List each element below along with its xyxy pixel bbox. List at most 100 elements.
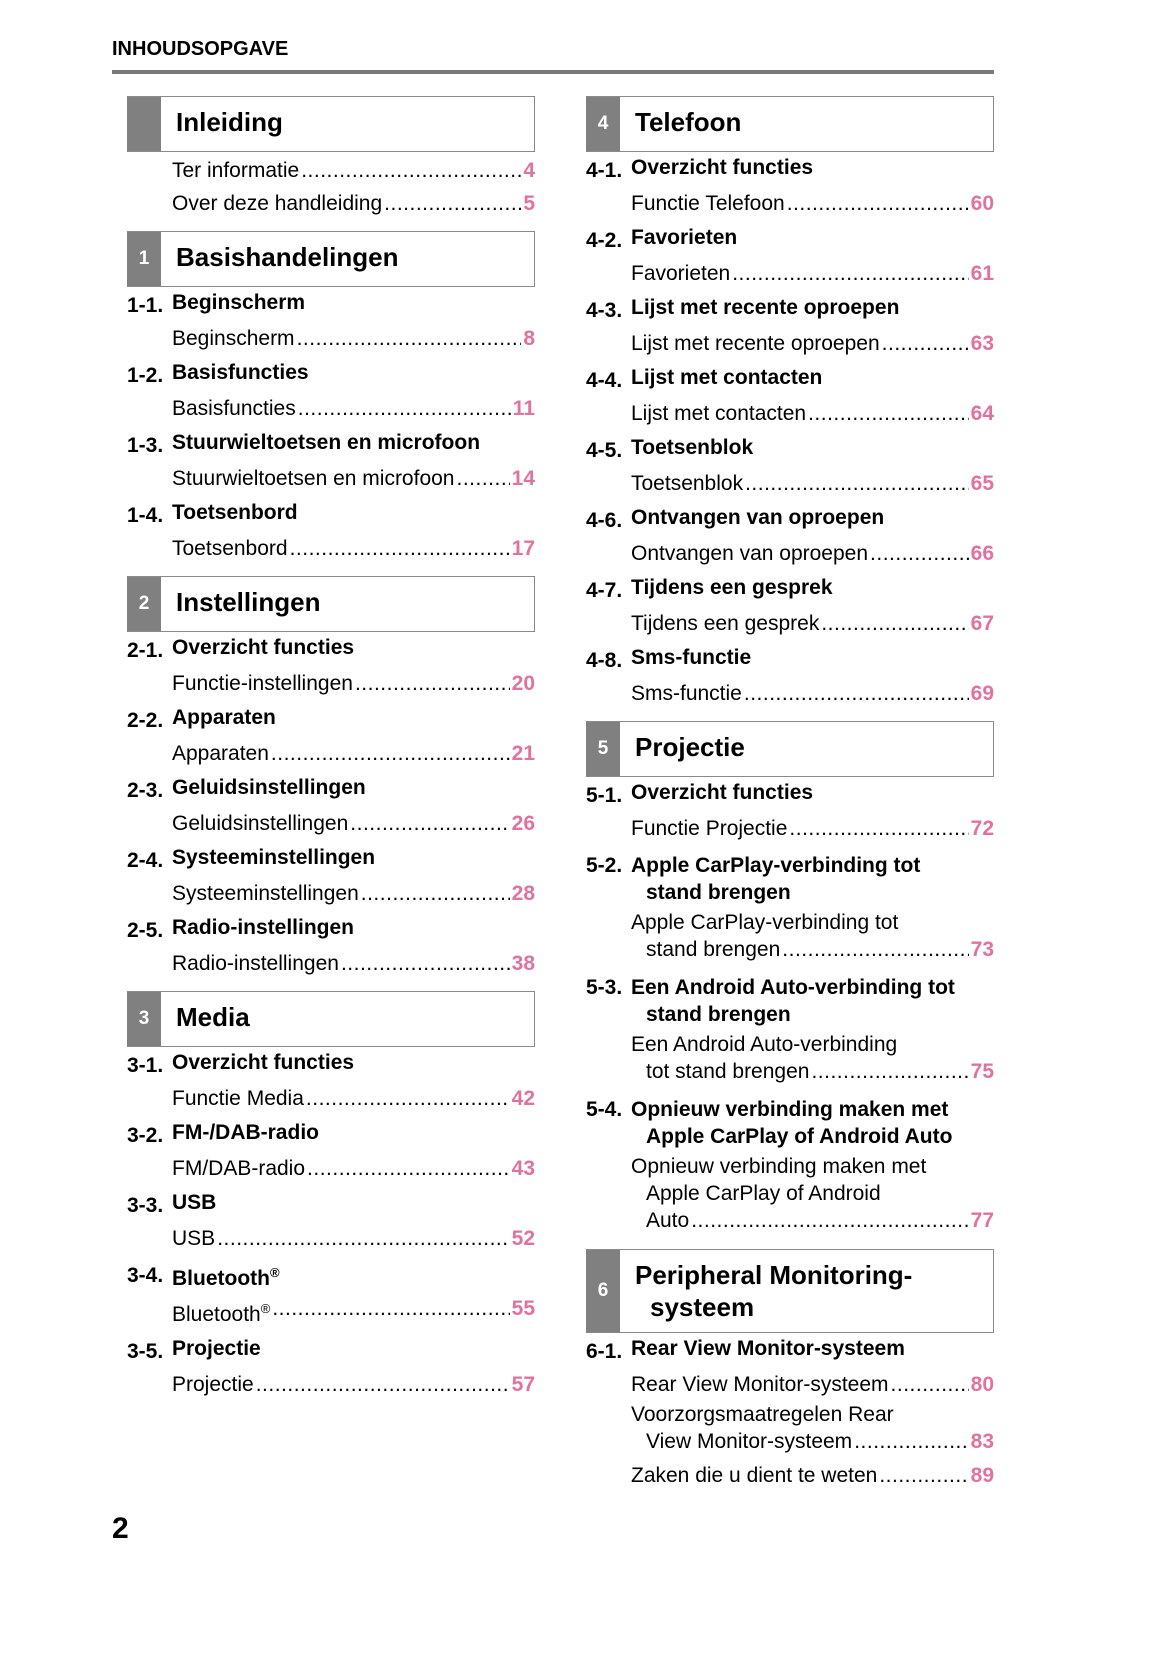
section-header[interactable]: 4 Telefoon [586,96,994,152]
toc-entry-link[interactable]: Ter informatie 4 [127,154,535,187]
section-title-line: Peripheral Monitoring- [635,1260,913,1290]
toc-group: 3-5. Projectie Projectie 57 [127,1335,535,1401]
entry-title-line: Rear View Monitor-systeem [631,1373,889,1396]
dot-leader [787,187,969,220]
entry-last-line: Basisfuncties 11 [172,392,535,425]
subsection-heading[interactable]: 4-1. Overzicht functies [586,154,994,187]
dot-leader [870,537,969,570]
subsection-number: 4-3. [586,299,623,322]
subsection-heading[interactable]: 5-3. Een Android Auto-verbinding tot stand… [586,971,994,1031]
subsection-heading[interactable]: 4-4. Lijst met contacten [586,364,994,397]
toc-entry-link[interactable]: Toetsenbord 17 [127,532,535,565]
toc-entry-link[interactable]: Rear View Monitor-systeem 80 [586,1368,994,1401]
toc-entry-link[interactable]: Toetsenblok 65 [586,467,994,500]
subsection-number: 1-2. [127,364,164,387]
toc-entry-link[interactable]: Voorzorgsmaatregelen Rear View Monitor-sy… [586,1401,994,1459]
subsection-heading[interactable]: 1-1. Beginscherm [127,289,535,322]
subsection-heading[interactable]: 5-2. Apple CarPlay-verbinding tot stand br… [586,849,994,909]
page-reference: 26 [511,812,535,835]
subsection-heading[interactable]: 5-4. Opnieuw verbinding maken met Apple Ca… [586,1093,994,1153]
entry-last-line: Stuurwieltoetsen en microfoon 14 [172,462,535,495]
subsection-title: Toetsenbord [172,499,298,532]
toc-entry-link[interactable]: USB 52 [127,1222,535,1255]
dot-leader [341,947,510,980]
section-header[interactable]: 2 Instellingen [127,576,535,632]
subsection-heading[interactable]: 5-1. Overzicht functies [586,779,994,812]
dot-leader [457,462,510,495]
toc-entry-link[interactable]: Over deze handleiding 5 [127,187,535,220]
toc-entry-link[interactable]: Opnieuw verbinding maken met Apple CarPla… [586,1153,994,1238]
dot-leader [290,532,510,565]
subsection-title: Radio-instellingen [172,914,354,947]
toc-entry-link[interactable]: Apple CarPlay-verbinding tot stand brenge… [586,909,994,967]
subsection-heading[interactable]: 6-1. Rear View Monitor-systeem [586,1335,994,1368]
subsection-heading[interactable]: 1-2. Basisfuncties [127,359,535,392]
section-header[interactable]: 1 Basishandelingen [127,231,535,287]
toc-entry-link[interactable]: Projectie 57 [127,1368,535,1401]
toc-entry-link[interactable]: Geluidsinstellingen 26 [127,807,535,840]
toc-entry-link[interactable]: Functie Projectie 72 [586,812,994,845]
toc-entry-link[interactable]: Functie Media 42 [127,1082,535,1115]
subsection-heading[interactable]: 3-3. USB [127,1189,535,1222]
page-reference: 66 [970,542,994,565]
toc-entry-link[interactable]: Stuurwieltoetsen en microfoon 14 [127,462,535,495]
toc-entry-link[interactable]: Apparaten 21 [127,737,535,770]
entry-title-line: Lijst met contacten [631,402,807,425]
toc-entry-link[interactable]: Ontvangen van oproepen 66 [586,537,994,570]
section-title-line: Instellingen [176,587,321,617]
page-header: INHOUDSOPGAVE [112,38,289,60]
section-header[interactable]: 5 Projectie [586,721,994,777]
subsection-heading[interactable]: 4-5. Toetsenblok [586,434,994,467]
subsection-heading[interactable]: 3-5. Projectie [127,1335,535,1368]
toc-entry-link[interactable]: Systeeminstellingen 28 [127,877,535,910]
toc-entry-link[interactable]: Beginscherm 8 [127,322,535,355]
toc-entry-link[interactable]: Sms-functie 69 [586,677,994,710]
entry-last-line: Functie Media 42 [172,1082,535,1115]
subsection-heading[interactable]: 4-6. Ontvangen van oproepen [586,504,994,537]
toc-entry-link[interactable]: Functie-instellingen 20 [127,667,535,700]
subsection-title-line: Basisfuncties [172,361,309,384]
subsection-heading[interactable]: 2-4. Systeeminstellingen [127,844,535,877]
subsection-number: 4-2. [586,229,623,252]
section-header[interactable]: 6 Peripheral Monitoring-systeem [586,1249,994,1333]
toc-entry-link[interactable]: Een Android Auto-verbinding tot stand bre… [586,1031,994,1089]
entry-title-line: Functie Telefoon [631,192,785,215]
dot-leader [217,1222,509,1255]
entry-last-line: Ter informatie 4 [172,154,535,187]
subsection-heading[interactable]: 3-1. Overzicht functies [127,1049,535,1082]
section-header[interactable]: 3 Media [127,991,535,1047]
subsection-number: 3-5. [127,1340,164,1363]
toc-entry-link[interactable]: Tijdens een gesprek 67 [586,607,994,640]
subsection-number: 1-4. [127,504,164,527]
toc-entry-link[interactable]: Bluetooth® 55 [127,1292,535,1331]
subsection-heading[interactable]: 2-2. Apparaten [127,704,535,737]
subsection-heading[interactable]: 4-2. Favorieten [586,224,994,257]
subsection-heading[interactable]: 4-8. Sms-functie [586,644,994,677]
dot-leader [891,1368,969,1401]
subsection-title-line: stand brengen [646,1003,791,1026]
subsection-heading[interactable]: 1-3. Stuurwieltoetsen en microfoon [127,429,535,462]
subsection-heading[interactable]: 1-4. Toetsenbord [127,499,535,532]
section-header[interactable]: Inleiding [127,96,535,152]
toc-entry-link[interactable]: Favorieten 61 [586,257,994,290]
toc-entry-link[interactable]: FM/DAB-radio 43 [127,1152,535,1185]
toc-entry-link[interactable]: Basisfuncties 11 [127,392,535,425]
toc-entry-link[interactable]: Zaken die u dient te weten 89 [586,1459,994,1492]
spacer [127,224,535,231]
subsection-heading[interactable]: 2-5. Radio-instellingen [127,914,535,947]
section-title-line: Inleiding [176,107,283,137]
toc-group: 3-2. FM-/DAB-radio FM/DAB-radio 43 [127,1119,535,1185]
subsection-heading[interactable]: 3-2. FM-/DAB-radio [127,1119,535,1152]
subsection-heading[interactable]: 2-3. Geluidsinstellingen [127,774,535,807]
toc-entry-link[interactable]: Radio-instellingen 38 [127,947,535,980]
subsection-heading[interactable]: 4-7. Tijdens een gesprek [586,574,994,607]
toc-entry-link[interactable]: Functie Telefoon 60 [586,187,994,220]
subsection-heading[interactable]: 3-4. Bluetooth® [127,1259,535,1292]
subsection-title: Lijst met recente oproepen [631,294,899,327]
toc-entry-link[interactable]: Lijst met contacten 64 [586,397,994,430]
subsection-heading[interactable]: 2-1. Overzicht functies [127,634,535,667]
toc-entry-link[interactable]: Lijst met recente oproepen 63 [586,327,994,360]
dot-leader [691,1207,968,1234]
subsection-title-line: Systeeminstellingen [172,846,376,869]
subsection-heading[interactable]: 4-3. Lijst met recente oproepen [586,294,994,327]
